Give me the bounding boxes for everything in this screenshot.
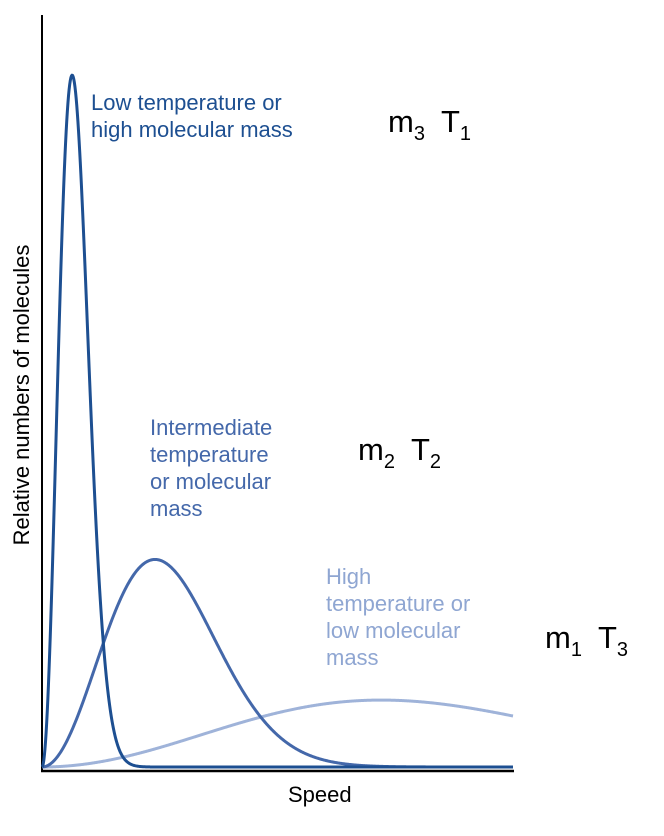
label-line: or molecular xyxy=(150,469,272,494)
m-subscript: 2 xyxy=(383,451,395,473)
m-subscript: 3 xyxy=(413,123,425,145)
series-label-intermediate: Intermediate temperature or molecular ma… xyxy=(150,414,272,522)
series-label-low: Low temperature or high molecular mass xyxy=(91,89,293,143)
label-line: mass xyxy=(326,645,379,670)
tag-m3-t1: m3 T1 xyxy=(388,104,472,145)
label-line: temperature or xyxy=(326,591,471,616)
label-line: Intermediate xyxy=(150,415,273,440)
t-subscript: 1 xyxy=(459,123,472,145)
y-axis-label: Relative numbers of molecules xyxy=(9,244,34,546)
t-subscript: 3 xyxy=(616,639,629,661)
t-subscript: 2 xyxy=(429,451,442,473)
tag-m1-t3: m1 T3 xyxy=(545,620,629,661)
x-axis-label: Speed xyxy=(288,782,352,807)
curve-low-temperature xyxy=(40,73,514,769)
label-line: High xyxy=(326,564,372,589)
tag-m2-t2: m2 T2 xyxy=(358,432,442,473)
label-line: temperature xyxy=(150,442,269,467)
series-label-high: High temperature or low molecular mass xyxy=(326,563,470,671)
label-line: low molecular xyxy=(326,618,461,643)
m-subscript: 1 xyxy=(570,639,582,661)
curve-high-temperature xyxy=(41,698,514,769)
label-line: Low temperature or xyxy=(91,90,282,115)
label-line: mass xyxy=(150,496,203,521)
label-line: high molecular mass xyxy=(91,117,293,142)
